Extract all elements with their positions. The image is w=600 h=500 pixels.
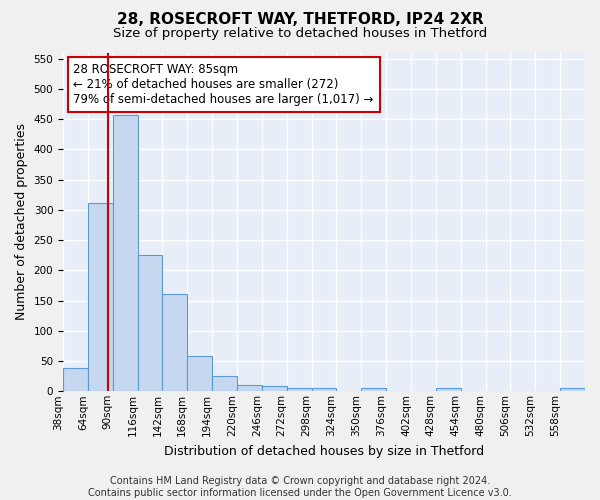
- Bar: [212, 376, 237, 392]
- Bar: [163, 294, 187, 392]
- Bar: [287, 388, 311, 392]
- Bar: [88, 203, 113, 392]
- Bar: [262, 386, 287, 392]
- Bar: [436, 388, 461, 392]
- Text: Size of property relative to detached houses in Thetford: Size of property relative to detached ho…: [113, 28, 487, 40]
- Bar: [560, 388, 585, 392]
- Text: Contains HM Land Registry data © Crown copyright and database right 2024.
Contai: Contains HM Land Registry data © Crown c…: [88, 476, 512, 498]
- Bar: [137, 254, 163, 392]
- Bar: [311, 388, 337, 392]
- Text: 28 ROSECROFT WAY: 85sqm
← 21% of detached houses are smaller (272)
79% of semi-d: 28 ROSECROFT WAY: 85sqm ← 21% of detache…: [73, 62, 374, 106]
- Bar: [187, 356, 212, 392]
- Bar: [237, 384, 262, 392]
- Bar: [361, 388, 386, 392]
- Bar: [113, 116, 137, 392]
- Y-axis label: Number of detached properties: Number of detached properties: [15, 124, 28, 320]
- Text: 28, ROSECROFT WAY, THETFORD, IP24 2XR: 28, ROSECROFT WAY, THETFORD, IP24 2XR: [116, 12, 484, 28]
- X-axis label: Distribution of detached houses by size in Thetford: Distribution of detached houses by size …: [164, 444, 484, 458]
- Bar: [63, 368, 88, 392]
